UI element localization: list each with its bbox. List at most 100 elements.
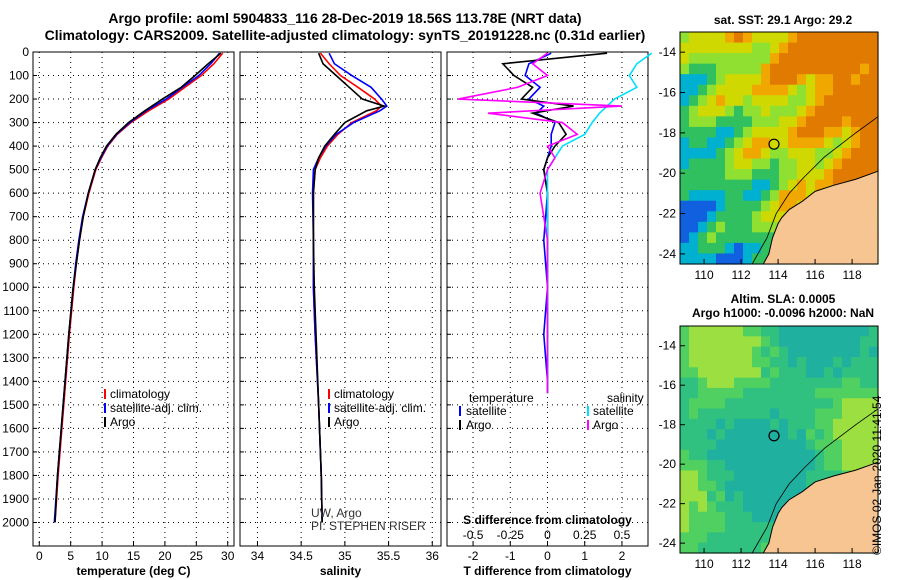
map-cell [761, 221, 771, 233]
map-cell [725, 105, 735, 117]
map-cell [680, 221, 690, 233]
map-cell [716, 179, 726, 191]
map-cell [779, 169, 789, 181]
map-cell [869, 126, 879, 139]
map-cell [698, 116, 708, 128]
map-cell [797, 137, 807, 149]
map-cell [743, 221, 753, 233]
map-cell [689, 408, 699, 420]
map-cell [743, 179, 753, 191]
map-cell [707, 449, 717, 461]
map-cell [734, 211, 744, 223]
map-cell [833, 439, 843, 451]
map-cell [770, 179, 780, 191]
map-cell [869, 346, 879, 358]
map-cell [752, 326, 762, 337]
map-cell [851, 53, 861, 65]
map-cell [680, 42, 690, 54]
map-cell [743, 470, 753, 482]
map-cell [707, 522, 717, 533]
map-cell [797, 398, 807, 410]
float-position-marker [768, 138, 780, 150]
map-x-tick-label: 118 [843, 557, 862, 571]
map-cell [833, 367, 843, 379]
map-cell [698, 491, 708, 503]
map-y-tick-label: -16 [659, 378, 677, 392]
map-cell [716, 346, 726, 358]
map-cell [860, 367, 870, 379]
map-cell [860, 95, 870, 107]
map-cell [698, 367, 708, 379]
map-cell [752, 158, 762, 170]
map-cell [689, 221, 699, 233]
map-cell [689, 398, 699, 410]
map-cell [761, 408, 771, 420]
x-tick-label-temperature: 5 [67, 549, 74, 563]
map-cell [725, 398, 735, 410]
map-cell [842, 356, 852, 368]
map-cell [860, 356, 870, 368]
map-cell [860, 439, 870, 451]
map-cell [869, 84, 879, 96]
map-cell [734, 336, 744, 348]
map-cell [725, 200, 735, 212]
map-cell [716, 95, 726, 107]
map-cell [824, 367, 834, 379]
map-cell [761, 377, 771, 389]
map-cell [761, 169, 771, 181]
map-cell [869, 387, 879, 399]
map-y-tick-label: -18 [659, 418, 677, 432]
map-cell [761, 398, 771, 410]
map-cell [797, 367, 807, 379]
map-cell [779, 336, 789, 348]
map-cell [788, 32, 798, 44]
map-cell [707, 84, 717, 96]
map-cell [770, 95, 780, 107]
y-tick-label: 200 [9, 92, 29, 106]
map-cell [860, 105, 870, 117]
map-cell [698, 511, 708, 523]
map-cell [716, 377, 726, 389]
map-cell [734, 158, 744, 170]
y-tick-label: 500 [9, 163, 29, 177]
map-cell [743, 169, 753, 181]
map-cell [815, 367, 825, 379]
map-cell [680, 148, 690, 160]
map-cell [716, 501, 726, 513]
map-cell [734, 387, 744, 399]
map-cell [689, 105, 699, 117]
map-cell [680, 491, 690, 503]
map-cell [806, 408, 816, 420]
map-cell [761, 336, 771, 348]
map-cell [707, 408, 717, 420]
map-cell [824, 398, 834, 410]
map-cell [869, 336, 879, 348]
map-cell [716, 367, 726, 379]
map-cell [725, 491, 735, 503]
map-cell [806, 346, 816, 358]
temp-series-argo [54, 52, 222, 523]
map-cell [734, 200, 744, 212]
s-tick-label: 0.25 [573, 528, 597, 542]
map-cell [743, 356, 753, 368]
legend-label-temp: satellite-adj. clim. [110, 401, 202, 415]
map-cell [833, 356, 843, 368]
map-cell [788, 84, 798, 96]
map-cell [698, 501, 708, 513]
map-cell [770, 387, 780, 399]
map-cell [851, 158, 861, 170]
map-cell [707, 387, 717, 399]
map-cell [806, 356, 816, 368]
map-cell [680, 95, 690, 107]
map-cell [707, 398, 717, 410]
s-axis-label: S difference from climatology [463, 513, 632, 527]
map-cell [833, 418, 843, 430]
map-cell [797, 356, 807, 368]
map-cell [851, 95, 861, 107]
map-cell [806, 179, 816, 191]
map-cell [680, 253, 690, 265]
map-cell [770, 326, 780, 337]
y-tick-label: 1000 [2, 280, 29, 294]
map-cell [752, 63, 762, 75]
map-cell [806, 32, 816, 44]
